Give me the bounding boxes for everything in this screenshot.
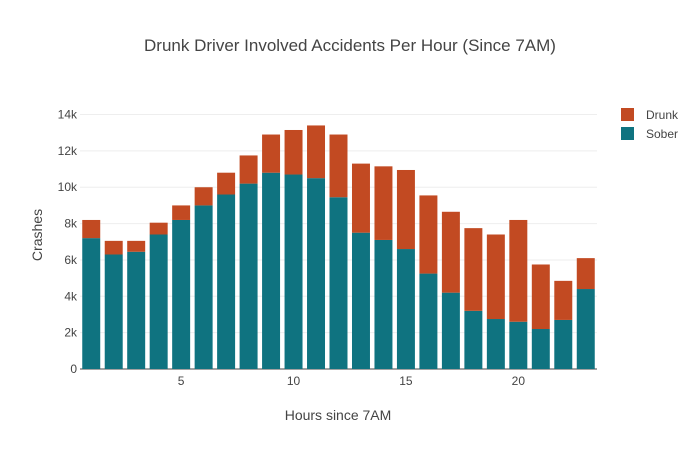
bar-sober-5 (172, 219, 191, 369)
bar-sober-13 (351, 232, 370, 369)
x-axis-title: Hours since 7AM (285, 407, 392, 423)
bar-sober-19 (486, 319, 505, 369)
legend: Drunk Sober (621, 108, 679, 141)
bar-drunk-1 (82, 219, 101, 239)
y-tick-label: 0 (70, 362, 77, 376)
bar-drunk-12 (329, 134, 348, 198)
bar-sober-17 (441, 292, 460, 369)
y-tick-label: 6k (64, 253, 78, 267)
legend-label-sober: Sober (646, 127, 678, 141)
bar-drunk-20 (509, 219, 528, 322)
y-axis-ticks: 0 2k 4k 6k 8k 10k 12k 14k (58, 108, 78, 376)
bar-drunk-7 (217, 172, 236, 195)
bar-sober-14 (374, 239, 393, 369)
bar-sober-3 (127, 251, 146, 369)
bar-drunk-8 (239, 155, 258, 184)
chart-title: Drunk Driver Involved Accidents Per Hour… (144, 36, 556, 55)
x-axis-ticks: 5 10 15 20 (178, 374, 526, 388)
bar-drunk-3 (127, 240, 146, 252)
x-tick-label: 10 (287, 374, 301, 388)
x-tick-label: 20 (512, 374, 526, 388)
bar-sober-9 (262, 172, 281, 369)
bar-drunk-22 (554, 280, 573, 320)
bar-sober-10 (284, 174, 303, 369)
bar-sober-8 (239, 183, 258, 369)
legend-label-drunk: Drunk (646, 108, 679, 122)
bar-sober-21 (531, 329, 550, 369)
bar-drunk-13 (351, 163, 370, 233)
bar-drunk-23 (576, 258, 595, 290)
bar-drunk-6 (194, 187, 213, 206)
bar-drunk-11 (307, 125, 326, 179)
bar-drunk-16 (419, 195, 438, 274)
bar-sober-15 (396, 249, 415, 369)
bar-drunk-15 (396, 169, 415, 250)
bar-sober-4 (149, 234, 168, 369)
legend-swatch-sober (621, 127, 634, 140)
y-tick-label: 4k (64, 289, 78, 303)
bar-sober-22 (554, 319, 573, 369)
bar-drunk-18 (464, 228, 483, 311)
bar-sober-23 (576, 289, 595, 369)
y-tick-label: 12k (58, 144, 78, 158)
bar-drunk-10 (284, 129, 303, 175)
bar-drunk-14 (374, 166, 393, 240)
x-tick-label: 5 (178, 374, 185, 388)
bar-drunk-17 (441, 211, 460, 293)
y-tick-label: 2k (64, 326, 78, 340)
y-axis-title: Crashes (29, 209, 45, 261)
bar-drunk-2 (104, 240, 123, 255)
legend-swatch-drunk (621, 108, 634, 121)
bar-sober-20 (509, 321, 528, 369)
bar-sober-18 (464, 310, 483, 369)
bar-sober-1 (82, 238, 101, 369)
bar-sober-6 (194, 205, 213, 369)
bar-drunk-9 (262, 134, 281, 173)
bar-sober-12 (329, 197, 348, 369)
y-tick-label: 10k (58, 180, 78, 194)
bar-drunk-5 (172, 205, 191, 220)
bar-sober-7 (217, 194, 236, 369)
bar-drunk-19 (486, 234, 505, 320)
bar-drunk-4 (149, 222, 168, 235)
bar-sober-2 (104, 254, 123, 369)
bar-drunk-21 (531, 264, 550, 330)
bars (82, 125, 595, 369)
y-tick-label: 14k (58, 108, 78, 122)
bar-sober-11 (307, 178, 326, 369)
bar-sober-16 (419, 273, 438, 369)
y-tick-label: 8k (64, 217, 78, 231)
x-tick-label: 15 (399, 374, 413, 388)
